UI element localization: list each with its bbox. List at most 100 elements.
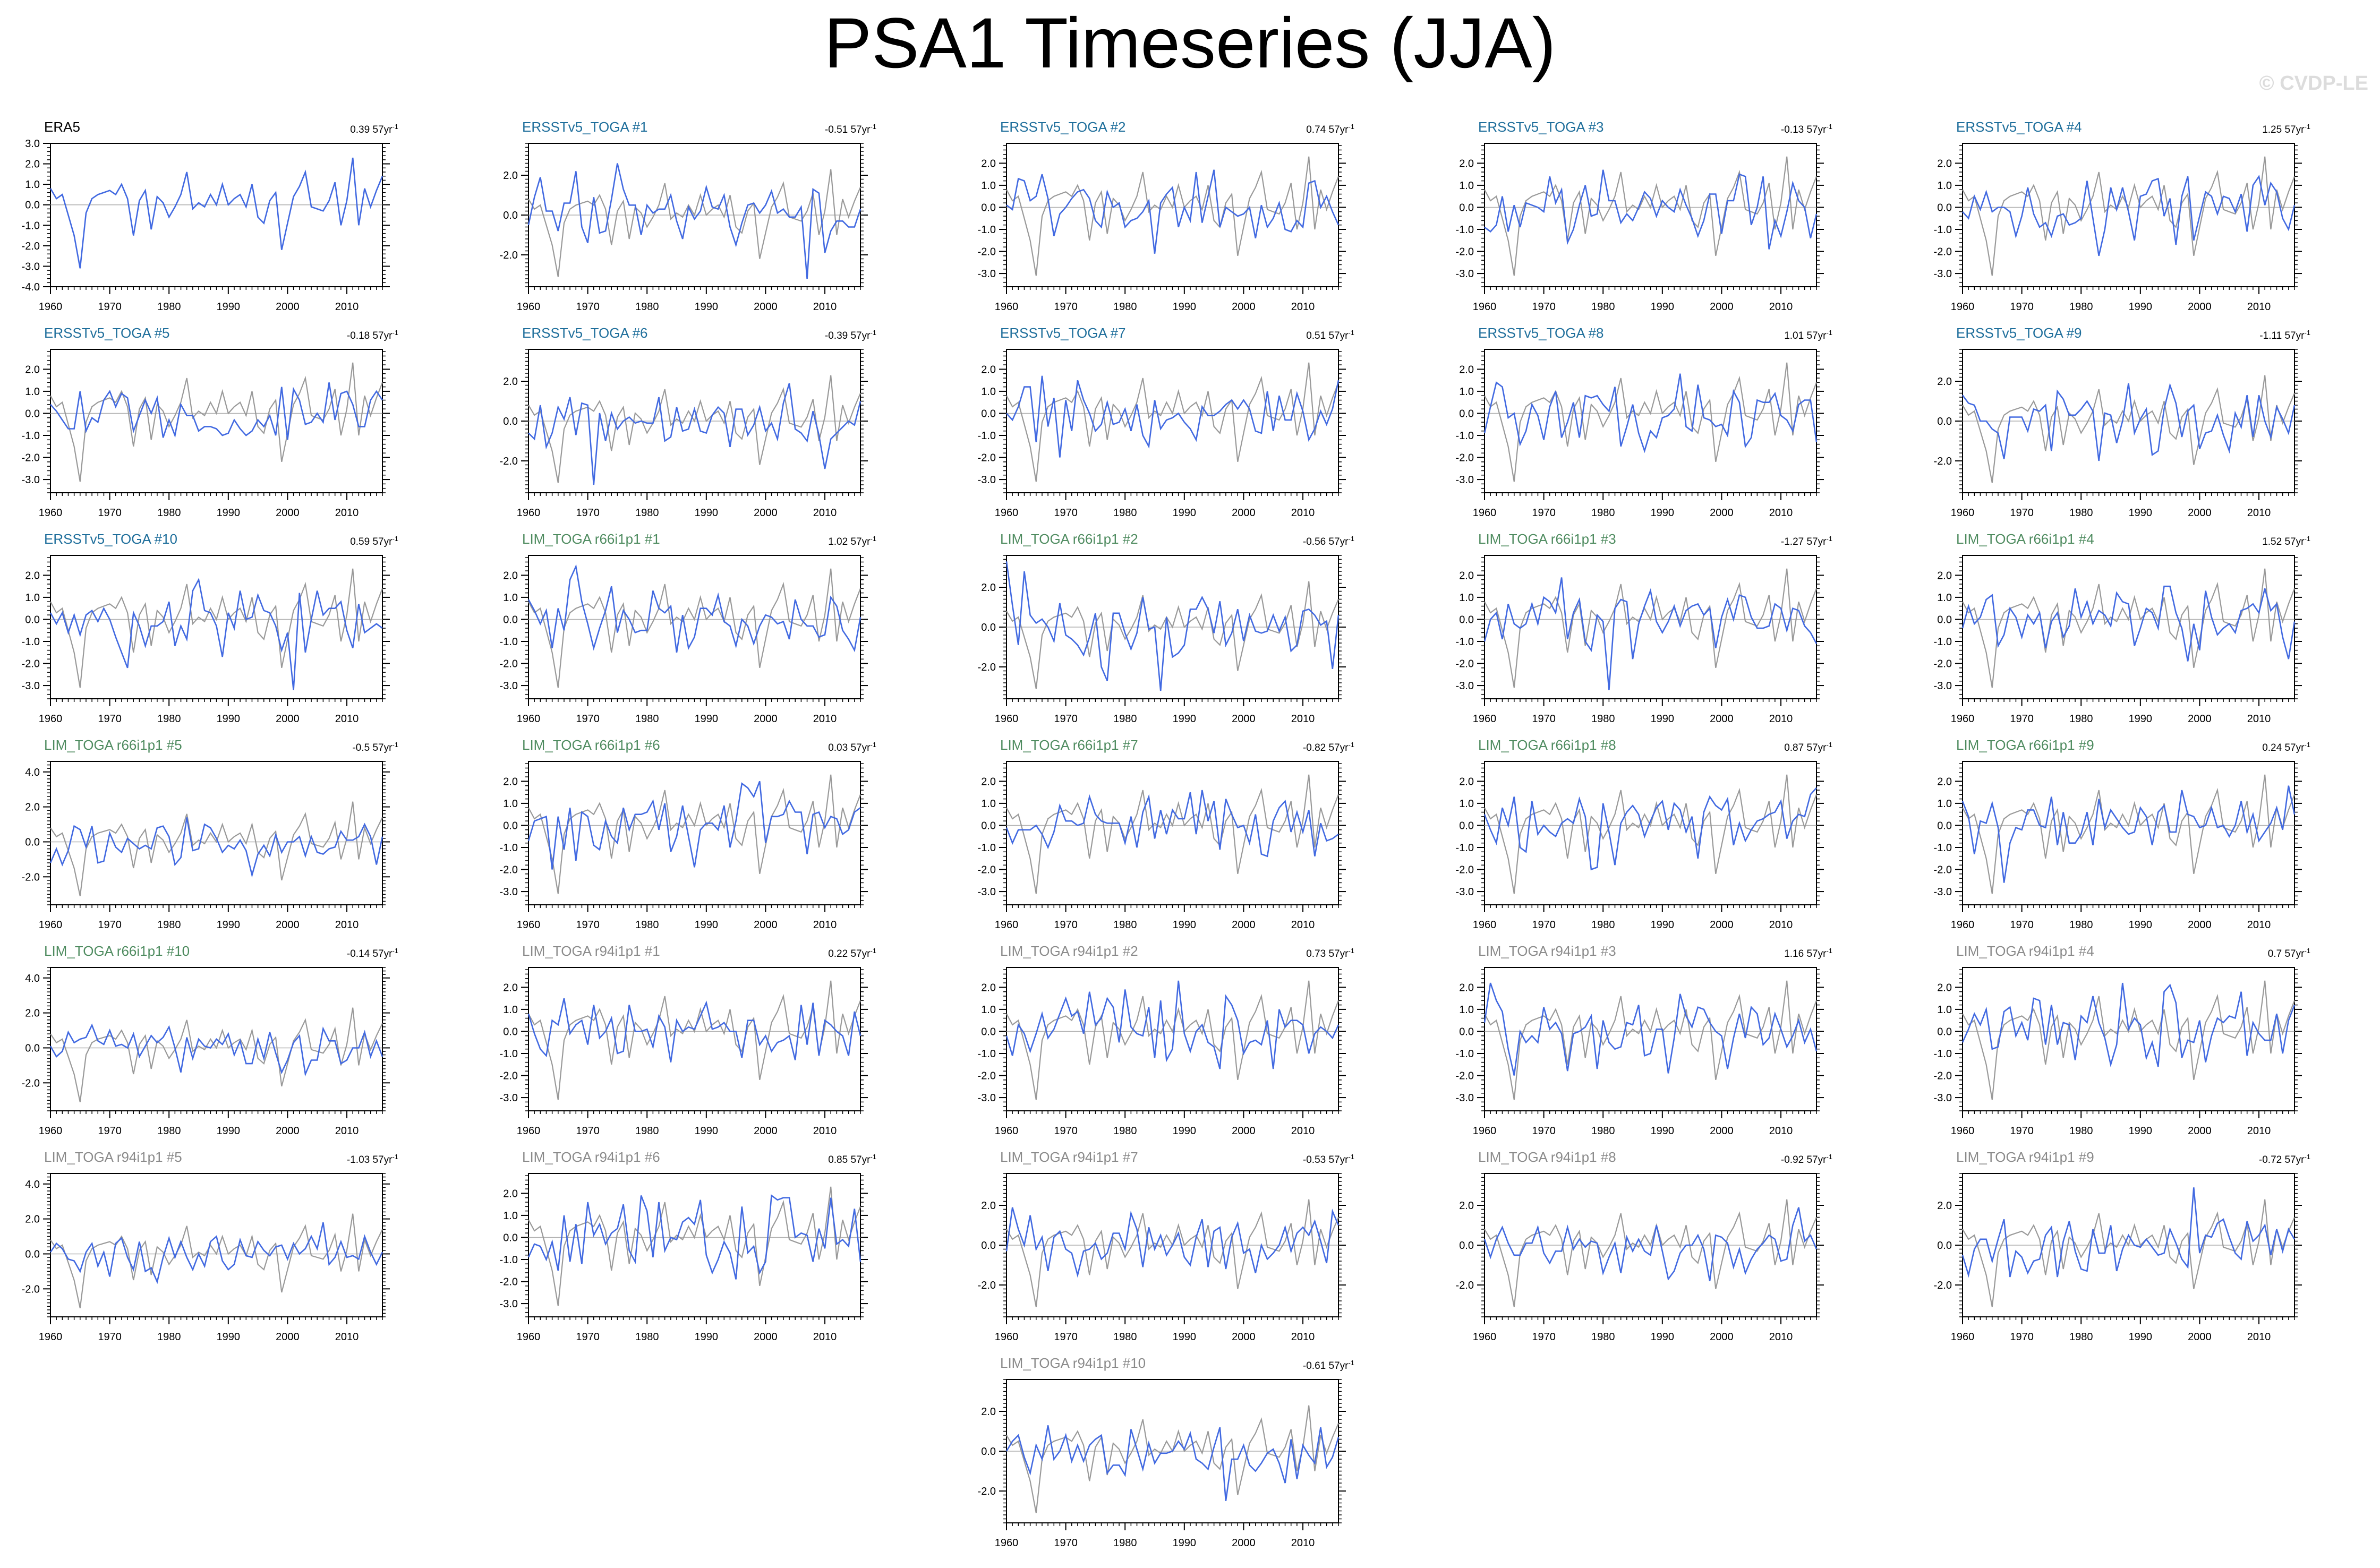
x-tick-label: 1990 — [2129, 713, 2153, 725]
panel: ERA5 0.39 57yr-1 3.0 2.0 1.0 0.0 -1.0 -2.0 -3.0 -… — [22, 119, 398, 313]
obs-reference-line — [1006, 1199, 1340, 1307]
x-tick-label: 2010 — [1291, 507, 1315, 519]
x-tick-label: 2000 — [1232, 1125, 1256, 1137]
x-tick-label: 1960 — [39, 507, 63, 519]
x-tick-label: 2000 — [2188, 1331, 2212, 1343]
y-tick-label: -3.0 — [1456, 1092, 1474, 1104]
model-series-line — [1961, 1187, 2296, 1278]
x-tick-label: 1980 — [1591, 507, 1615, 519]
y-tick-label: 2.0 — [1459, 1200, 1474, 1212]
model-series-line — [1484, 169, 1818, 250]
y-tick-label: -2.0 — [22, 452, 40, 464]
panel: ERSSTv5_TOGA #9 -1.11 57yr-1 2.0 0.0 -2.0 196… — [1934, 325, 2310, 519]
obs-reference-line — [1484, 156, 1818, 276]
y-tick-label: -3.0 — [1934, 886, 1952, 898]
panel-title: LIM_TOGA r94i1p1 #4 — [1956, 943, 2094, 959]
panel-title: LIM_TOGA r94i1p1 #2 — [1000, 943, 1138, 959]
x-tick-label: 1970 — [1054, 1331, 1078, 1343]
panel-title: LIM_TOGA r66i1p1 #9 — [1956, 737, 2094, 753]
y-tick-label: -1.0 — [1456, 636, 1474, 648]
y-tick-label: -1.0 — [978, 842, 996, 854]
panel: LIM_TOGA r94i1p1 #10 -0.61 57yr-1 2.0 0.0 -2… — [978, 1355, 1354, 1549]
model-series-line — [1962, 174, 2296, 256]
x-tick-label: 1970 — [576, 507, 600, 519]
x-tick-label: 1960 — [995, 713, 1019, 725]
panel: LIM_TOGA r94i1p1 #7 -0.53 57yr-1 2.0 0.0 -2.… — [978, 1149, 1354, 1343]
panel: LIM_TOGA r66i1p1 #8 0.87 57yr-1 2.0 1.0 0.0 -… — [1456, 737, 1832, 931]
x-tick-label: 2000 — [1232, 1537, 1256, 1549]
obs-reference-line — [1006, 156, 1340, 276]
trend-label: 0.39 57yr-1 — [350, 123, 398, 136]
y-tick-label: -2.0 — [1934, 456, 1952, 467]
x-tick-label: 2000 — [276, 1125, 300, 1137]
trend-label: 0.74 57yr-1 — [1306, 123, 1354, 136]
y-tick-label: -2.0 — [1934, 658, 1952, 670]
x-tick-label: 1960 — [1951, 1125, 1975, 1137]
y-tick-label: -2.0 — [978, 1280, 996, 1291]
y-tick-label: -3.0 — [1934, 268, 1952, 280]
plot-frame — [528, 967, 861, 1111]
x-tick-label: 1980 — [157, 301, 181, 313]
y-tick-label: 1.0 — [1459, 798, 1474, 810]
panel-title: ERSSTv5_TOGA #3 — [1478, 119, 1604, 135]
panel: ERSSTv5_TOGA #3 -0.13 57yr-1 2.0 1.0 0.0 -1.0… — [1456, 119, 1832, 313]
x-tick-label: 1980 — [2069, 301, 2093, 313]
x-tick-label: 1980 — [635, 1331, 659, 1343]
obs-reference-line — [1484, 774, 1818, 894]
y-tick-label: 3.0 — [25, 138, 40, 150]
panel: ERSSTv5_TOGA #6 -0.39 57yr-1 2.0 0.0 -2.0 196… — [500, 325, 876, 519]
x-tick-label: 2010 — [2247, 507, 2271, 519]
trend-label: 0.87 57yr-1 — [1784, 741, 1832, 754]
y-tick-label: 2.0 — [25, 1008, 40, 1019]
y-tick-label: 0.0 — [503, 416, 518, 427]
y-tick-label: 0.0 — [503, 1232, 518, 1244]
x-tick-label: 2010 — [1769, 1331, 1793, 1343]
x-tick-label: 2010 — [335, 1125, 359, 1137]
trend-label: 1.02 57yr-1 — [828, 535, 876, 548]
obs-reference-line — [1962, 980, 2296, 1100]
y-tick-label: -1.0 — [500, 1048, 518, 1060]
trend-label: 0.7 57yr-1 — [2268, 947, 2310, 960]
trend-label: 1.25 57yr-1 — [2262, 123, 2310, 136]
y-tick-label: -1.0 — [500, 1254, 518, 1266]
x-tick-label: 1980 — [1113, 1125, 1137, 1137]
model-series-line — [1483, 577, 1818, 690]
x-tick-label: 1990 — [1651, 1125, 1675, 1137]
model-series-line — [527, 998, 861, 1063]
x-tick-label: 1970 — [1054, 1537, 1078, 1549]
y-tick-label: 0.0 — [981, 1026, 996, 1038]
y-tick-label: -1.0 — [22, 636, 40, 648]
y-tick-label: -3.0 — [1934, 680, 1952, 692]
x-tick-label: 1970 — [98, 301, 122, 313]
panel-title: LIM_TOGA r94i1p1 #10 — [1000, 1355, 1146, 1371]
x-tick-label: 1980 — [1113, 713, 1137, 725]
x-tick-label: 1990 — [217, 1331, 241, 1343]
model-series-line — [1483, 787, 1817, 871]
x-tick-label: 2010 — [2247, 1125, 2271, 1137]
y-tick-label: 0.0 — [25, 200, 40, 211]
panel: LIM_TOGA r94i1p1 #3 1.16 57yr-1 2.0 1.0 0.0 -… — [1456, 943, 1832, 1137]
x-tick-label: 1980 — [157, 1331, 181, 1343]
model-series-line — [527, 1194, 861, 1280]
y-tick-label: 2.0 — [981, 582, 996, 594]
trend-label: -1.11 57yr-1 — [2259, 329, 2310, 342]
y-tick-label: -3.0 — [1934, 1092, 1952, 1104]
x-tick-label: 2000 — [1710, 507, 1734, 519]
obs-reference-line — [1006, 980, 1340, 1100]
x-tick-label: 2000 — [1232, 301, 1256, 313]
x-tick-label: 1970 — [576, 1125, 600, 1137]
x-tick-label: 2010 — [335, 507, 359, 519]
x-tick-label: 2000 — [276, 301, 300, 313]
x-tick-label: 1990 — [695, 301, 719, 313]
y-tick-label: 2.0 — [503, 170, 518, 182]
model-series-line — [527, 564, 861, 653]
panel-title: LIM_TOGA r66i1p1 #4 — [1956, 531, 2094, 547]
panel: LIM_TOGA r66i1p1 #7 -0.82 57yr-1 2.0 1.0 0.0… — [978, 737, 1354, 931]
x-tick-label: 1970 — [2010, 1331, 2034, 1343]
x-tick-label: 1980 — [1113, 507, 1137, 519]
x-tick-label: 1970 — [576, 919, 600, 931]
y-tick-label: 0.0 — [981, 408, 996, 419]
y-tick-label: -2.0 — [1456, 658, 1474, 670]
y-tick-label: 4.0 — [25, 767, 40, 778]
x-tick-label: 1980 — [157, 713, 181, 725]
